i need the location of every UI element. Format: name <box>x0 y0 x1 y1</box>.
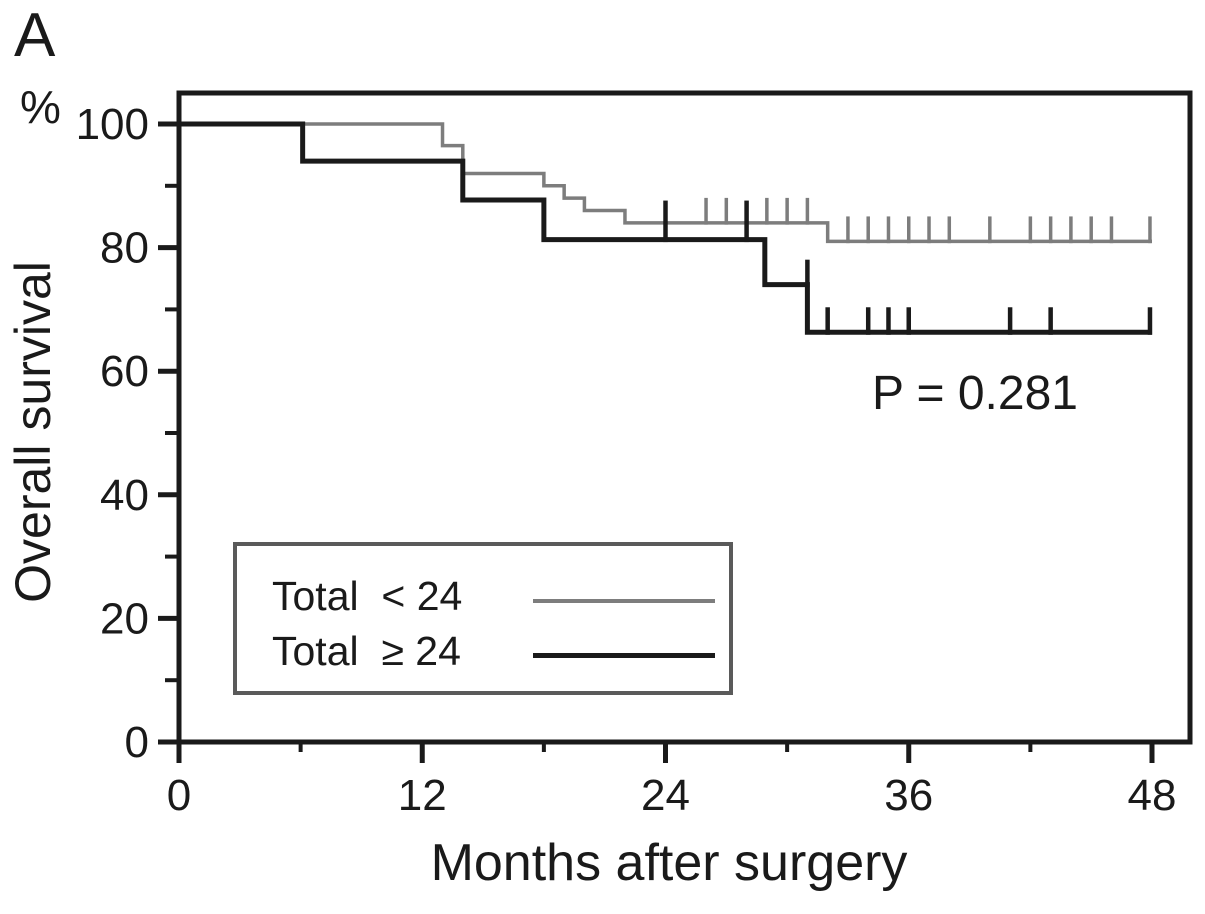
y-axis-unit-label: % <box>20 81 61 133</box>
survival-curve-total-ge-24 <box>179 121 1152 335</box>
p-value-annotation: P = 0.281 <box>872 367 1078 420</box>
y-tick-label: 100 <box>76 100 149 149</box>
y-tick-label: 20 <box>100 594 149 643</box>
legend-line-swatch-total-lt-24 <box>533 599 715 603</box>
legend-label-total-ge-24: Total ≥ 24 <box>272 628 461 674</box>
x-tick-label: 36 <box>884 771 933 820</box>
y-axis-title: Overall survival <box>5 261 61 603</box>
legend-box: Total < 24 Total ≥ 24 <box>233 542 733 695</box>
legend-label-total-lt-24: Total < 24 <box>272 573 463 619</box>
y-tick-label: 80 <box>100 224 149 273</box>
x-tick-label: 48 <box>1128 771 1177 820</box>
x-tick-label: 24 <box>641 771 690 820</box>
y-tick-label: 0 <box>125 718 149 767</box>
y-tick-label: 60 <box>100 347 149 396</box>
x-tick-label: 12 <box>398 771 447 820</box>
panel-label: A <box>14 1 56 70</box>
plot-border <box>176 90 1193 745</box>
y-tick-label: 40 <box>100 471 149 520</box>
x-axis-title: Months after surgery <box>430 834 908 892</box>
x-tick-label: 0 <box>167 771 191 820</box>
legend-line-swatch-total-ge-24 <box>533 653 715 658</box>
